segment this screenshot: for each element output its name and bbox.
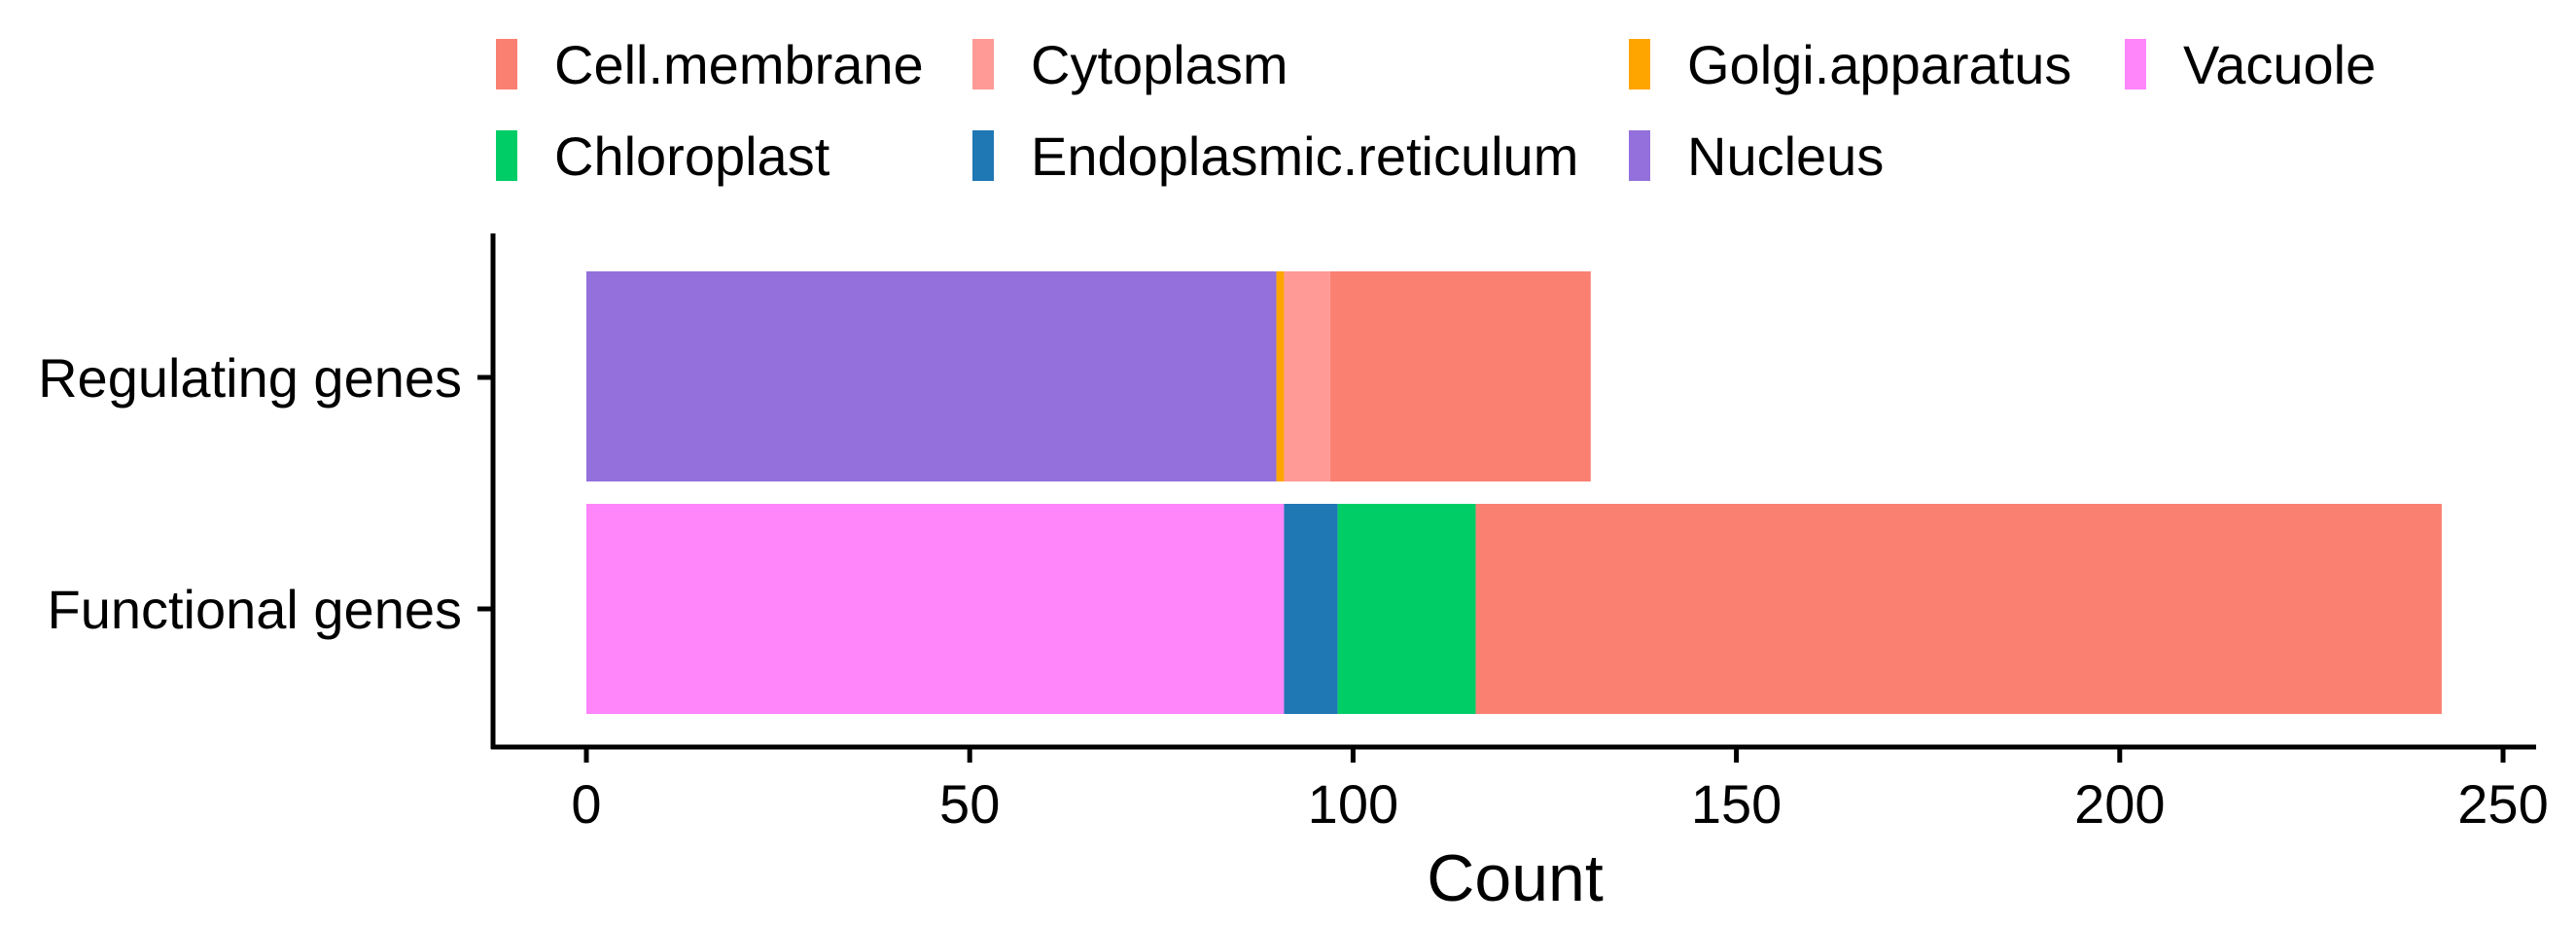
x-tick-label-0: 0 [571,773,601,835]
bars [586,271,2442,714]
legend-label-cytoplasm: Cytoplasm [1031,34,1288,95]
legend: Cell.membrane Cytoplasm Golgi.apparatus Vac… [496,34,2376,187]
bar-regulating-genes-golgi-apparatus [1276,271,1285,481]
legend-swatch-cytoplasm [972,39,994,89]
bar-functional-genes-vacuole [586,504,1285,714]
legend-label-golgi-apparatus: Golgi.apparatus [1687,34,2071,95]
x-tick-label-50: 50 [939,773,1000,835]
x-tick-label-200: 200 [2074,773,2165,835]
bar-regulating-genes-cytoplasm [1284,271,1330,481]
x-tick-label-250: 250 [2457,773,2548,835]
legend-swatch-golgi-apparatus [1629,39,1650,89]
x-tick-label-100: 100 [1308,773,1398,835]
x-axis-title: Count [1427,841,1604,915]
legend-swatch-vacuole [2125,39,2146,89]
legend-label-cell-membrane: Cell.membrane [554,34,924,95]
x-tick-label-150: 150 [1691,773,1782,835]
legend-swatch-cell-membrane [496,39,517,89]
bar-regulating-genes-nucleus [586,271,1277,481]
legend-label-nucleus: Nucleus [1687,125,1884,187]
bar-regulating-genes-cell-membrane [1329,271,1591,481]
bar-functional-genes-chloroplast [1337,504,1476,714]
legend-swatch-nucleus [1629,130,1650,181]
legend-label-chloroplast: Chloroplast [554,125,830,187]
y-tick-label-functional-genes: Functional genes [47,579,462,640]
y-tick-label-regulating-genes: Regulating genes [38,347,462,409]
legend-swatch-chloroplast [496,130,517,181]
bar-functional-genes-endoplasmic-reticulum [1284,504,1338,714]
axes: 0 50 100 150 200 250 Regulating genes Functiona… [38,233,2549,835]
legend-label-endoplasmic-reticulum: Endoplasmic.reticulum [1031,125,1578,187]
bar-functional-genes-cell-membrane [1475,504,2442,714]
legend-label-vacuole: Vacuole [2183,34,2376,95]
legend-swatch-endoplasmic-reticulum [972,130,994,181]
